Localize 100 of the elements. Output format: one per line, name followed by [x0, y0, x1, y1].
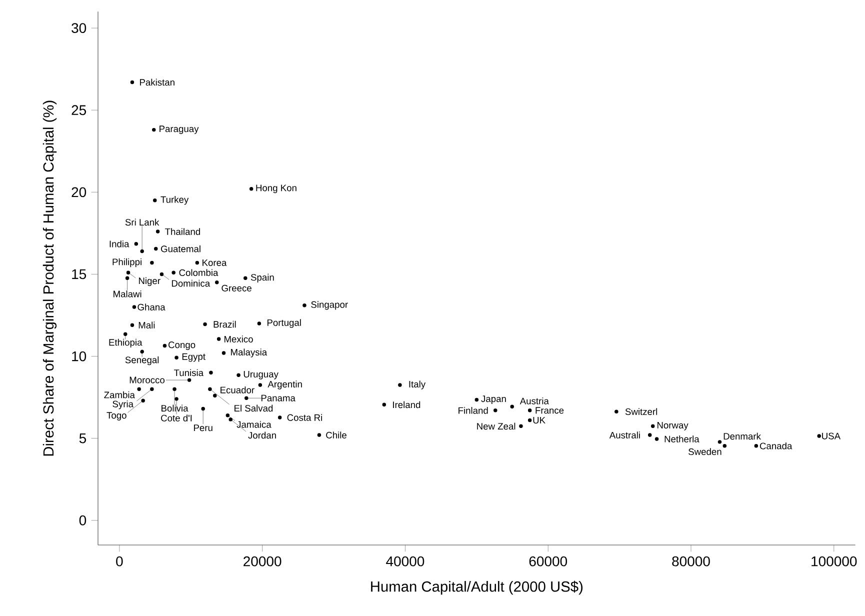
data-label: Chile	[326, 432, 346, 438]
y-tick-label: 0	[79, 515, 86, 526]
point	[528, 408, 532, 412]
point	[722, 444, 727, 448]
point	[162, 344, 167, 348]
data-label: Turkey	[160, 196, 189, 205]
point	[150, 260, 154, 265]
point	[226, 413, 230, 418]
data-label: Ecuador	[220, 386, 254, 394]
x-tick-label: 60000	[529, 556, 568, 566]
data-label: USA	[822, 432, 841, 440]
data-label: Argentin	[268, 380, 302, 390]
point	[150, 387, 154, 391]
point	[174, 356, 178, 360]
x-tick-label: 20000	[244, 556, 282, 566]
data-label: Finland	[458, 407, 488, 414]
point	[519, 424, 523, 428]
point	[718, 440, 722, 444]
point	[528, 418, 532, 422]
point	[278, 416, 282, 420]
data-label: Philippi	[112, 258, 142, 268]
data-label: Switzerl	[625, 408, 658, 415]
point	[195, 260, 200, 265]
x-tick-label: 100000	[812, 556, 857, 566]
y-tick-label: 10	[72, 351, 86, 362]
data-label: Hong Kon	[256, 184, 296, 194]
data-label: Jordan	[248, 432, 276, 439]
point	[172, 387, 176, 391]
data-label: Brazil	[214, 320, 236, 328]
data-label: Austria	[520, 397, 549, 404]
data-label: Canada	[760, 442, 792, 450]
point	[317, 433, 322, 437]
data-label: Panama	[261, 394, 296, 402]
point	[208, 387, 212, 391]
point	[244, 396, 248, 400]
point	[125, 276, 130, 280]
point	[302, 304, 306, 308]
point	[650, 424, 655, 428]
point	[257, 322, 262, 326]
data-label: Thailand	[165, 228, 200, 235]
data-label: El Salvad	[234, 404, 273, 412]
data-label: Zambia	[104, 391, 135, 398]
data-label: Senegal	[125, 356, 159, 366]
point	[201, 406, 205, 411]
point	[215, 280, 219, 284]
data-label: Australi	[609, 432, 640, 438]
data-label: Peru	[194, 424, 212, 432]
data-label: Korea	[202, 259, 227, 266]
data-label: Paraguay	[160, 126, 199, 134]
point	[174, 397, 178, 401]
data-label: Netherla	[664, 436, 700, 442]
point	[228, 418, 232, 422]
point	[187, 378, 192, 382]
y-axis-title: Direct Share of Marginal Product of Human Capital (%)	[42, 100, 57, 456]
data-label: Malaysia	[231, 348, 268, 358]
y-tick-label: 25	[72, 105, 86, 116]
point	[130, 323, 134, 327]
point	[614, 410, 618, 414]
y-tick-label: 30	[72, 23, 86, 34]
data-label: Guatemal	[161, 245, 200, 252]
point	[203, 322, 207, 326]
data-label: Syria	[112, 400, 134, 410]
data-label: Italy	[409, 380, 426, 390]
data-label: Mexico	[224, 336, 253, 342]
data-label: Portugal	[267, 319, 301, 328]
point	[817, 434, 821, 438]
point	[172, 270, 176, 274]
point	[154, 246, 158, 251]
y-tick-label: 20	[72, 187, 86, 198]
data-label: Morocco	[130, 376, 165, 384]
data-label: Dominica	[172, 280, 210, 287]
point	[160, 272, 164, 276]
point	[132, 305, 136, 309]
point	[140, 249, 144, 254]
data-label: Costa Ri	[287, 414, 322, 421]
data-label: Tunisia	[174, 369, 204, 376]
data-label: India	[110, 240, 130, 248]
x-axis-title: Human Capital/Adult (2000 US$)	[371, 580, 583, 595]
point	[123, 332, 128, 336]
data-label: UK	[533, 417, 546, 424]
data-label: Bolivia	[162, 404, 188, 412]
data-label: Spain	[250, 274, 274, 283]
data-label: Egypt	[182, 353, 206, 362]
data-label: Sri Lank	[125, 218, 160, 226]
point	[648, 433, 652, 437]
data-label: Togo	[106, 412, 126, 420]
data-label: Malawi	[114, 290, 142, 298]
x-tick-label: 40000	[386, 556, 424, 566]
point	[134, 242, 138, 246]
point	[398, 383, 402, 387]
point	[244, 276, 248, 280]
point	[156, 230, 160, 234]
data-label: Mali	[138, 322, 155, 329]
y-tick-label: 5	[79, 433, 86, 444]
data-label: Sweden	[688, 448, 722, 456]
data-label: Ghana	[138, 304, 166, 310]
data-label: Denmark	[724, 432, 761, 440]
point	[153, 198, 157, 202]
x-tick-label: 80000	[672, 556, 710, 566]
data-label: Japan	[481, 396, 506, 404]
